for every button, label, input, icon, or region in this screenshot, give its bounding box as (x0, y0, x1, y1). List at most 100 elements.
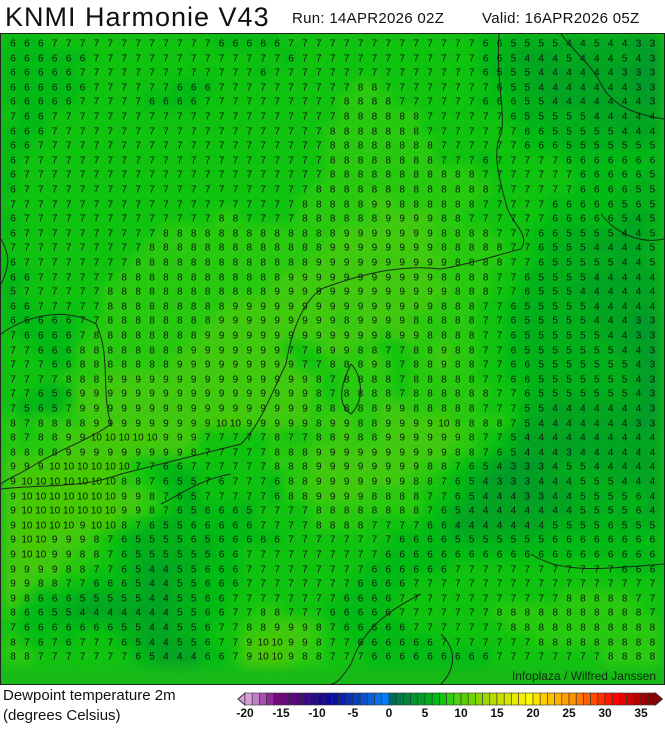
dewpoint-value: 7 (24, 228, 30, 239)
dewpoint-value: 8 (386, 185, 392, 196)
dewpoint-value: 7 (233, 97, 239, 108)
dewpoint-value: 8 (330, 214, 336, 225)
dewpoint-value: 8 (219, 272, 225, 283)
dewpoint-value: 9 (358, 287, 364, 298)
dewpoint-value: 8 (205, 243, 211, 254)
dewpoint-value: 6 (205, 579, 211, 590)
dewpoint-value: 7 (302, 126, 308, 137)
dewpoint-value: 7 (483, 564, 489, 575)
dewpoint-value: 7 (24, 199, 30, 210)
dewpoint-value: 8 (580, 593, 586, 604)
dewpoint-value: 6 (66, 637, 72, 648)
dewpoint-value: 6 (247, 520, 253, 531)
dewpoint-value: 6 (580, 170, 586, 181)
dewpoint-value: 7 (52, 170, 58, 181)
dewpoint-value: 4 (455, 520, 461, 531)
dewpoint-value: 8 (427, 316, 433, 327)
dewpoint-value: 7 (149, 170, 155, 181)
dewpoint-value: 7 (274, 506, 280, 517)
colorbar-tick-label: 30 (598, 706, 611, 720)
dewpoint-value: 7 (121, 126, 127, 137)
dewpoint-value: 7 (622, 579, 628, 590)
dewpoint-value: 8 (108, 345, 114, 356)
dewpoint-value: 6 (608, 214, 614, 225)
dewpoint-value: 5 (594, 345, 600, 356)
colorbar-swatch (302, 692, 311, 706)
dewpoint-value: 6 (38, 97, 44, 108)
dewpoint-value: 8 (135, 287, 141, 298)
dewpoint-value: 9 (316, 272, 322, 283)
dewpoint-value: 5 (566, 462, 572, 473)
dewpoint-value: 4 (497, 491, 503, 502)
dewpoint-value: 7 (149, 185, 155, 196)
dewpoint-value: 8 (413, 491, 419, 502)
color-cell (630, 50, 646, 67)
dewpoint-value: 7 (497, 141, 503, 152)
dewpoint-value: 5 (650, 185, 656, 196)
dewpoint-value: 7 (511, 214, 517, 225)
dewpoint-value: 6 (38, 53, 44, 64)
dewpoint-value: 8 (483, 258, 489, 269)
dewpoint-value: 8 (191, 272, 197, 283)
dewpoint-value: 8 (149, 491, 155, 502)
color-cell (18, 65, 34, 82)
dewpoint-value: 9 (399, 214, 405, 225)
dewpoint-value: 7 (274, 126, 280, 137)
dewpoint-value: 5 (552, 272, 558, 283)
dewpoint-value: 8 (149, 272, 155, 283)
dewpoint-value: 8 (80, 550, 86, 561)
dewpoint-value: 7 (66, 301, 72, 312)
dewpoint-value: 3 (538, 462, 544, 473)
dewpoint-value: 7 (636, 579, 642, 590)
dewpoint-value: 9 (135, 447, 141, 458)
dewpoint-value: 8 (163, 258, 169, 269)
dewpoint-value: 6 (24, 68, 30, 79)
dewpoint-value: 7 (399, 39, 405, 50)
dewpoint-value: 6 (205, 520, 211, 531)
dewpoint-value: 5 (497, 68, 503, 79)
dewpoint-value: 9 (260, 360, 266, 371)
dewpoint-value: 7 (552, 564, 558, 575)
colorbar-swatch (323, 692, 332, 706)
color-cell (435, 50, 451, 67)
dewpoint-value: 8 (497, 608, 503, 619)
dewpoint-value: 9 (177, 360, 183, 371)
dewpoint-value: 10 (91, 520, 102, 531)
dewpoint-value: 7 (66, 272, 72, 283)
dewpoint-value: 4 (594, 287, 600, 298)
dewpoint-value: 8 (413, 141, 419, 152)
dewpoint-value: 7 (455, 53, 461, 64)
dewpoint-value: 8 (608, 637, 614, 648)
dewpoint-value: 9 (288, 360, 294, 371)
dewpoint-value: 6 (372, 579, 378, 590)
dewpoint-value: 9 (10, 593, 16, 604)
dewpoint-value: 9 (302, 404, 308, 415)
dewpoint-value: 6 (24, 272, 30, 283)
dewpoint-value: 8 (149, 301, 155, 312)
color-cell (213, 50, 229, 67)
dewpoint-value: 8 (399, 185, 405, 196)
dewpoint-value: 8 (219, 214, 225, 225)
dewpoint-value: 7 (427, 579, 433, 590)
dewpoint-value: 4 (566, 477, 572, 488)
dewpoint-value: 7 (66, 652, 72, 663)
dewpoint-value: 7 (52, 39, 58, 50)
dewpoint-value: 8 (441, 389, 447, 400)
color-cell (463, 50, 479, 67)
dewpoint-value: 6 (427, 535, 433, 546)
dewpoint-value: 8 (163, 287, 169, 298)
dewpoint-value: 4 (622, 345, 628, 356)
dewpoint-value: 7 (330, 389, 336, 400)
dewpoint-value: 9 (330, 491, 336, 502)
dewpoint-value: 7 (386, 68, 392, 79)
dewpoint-value: 6 (511, 374, 517, 385)
dewpoint-value: 8 (469, 199, 475, 210)
dewpoint-value: 7 (441, 97, 447, 108)
dewpoint-value: 8 (455, 418, 461, 429)
dewpoint-value: 7 (80, 214, 86, 225)
dewpoint-value: 9 (399, 258, 405, 269)
dewpoint-value: 7 (455, 593, 461, 604)
dewpoint-value: 9 (372, 272, 378, 283)
dewpoint-value: 6 (441, 550, 447, 561)
dewpoint-value: 9 (94, 447, 100, 458)
